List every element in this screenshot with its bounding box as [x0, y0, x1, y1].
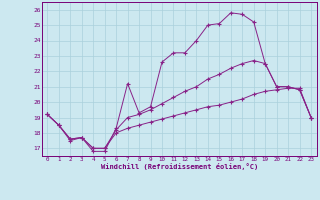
X-axis label: Windchill (Refroidissement éolien,°C): Windchill (Refroidissement éolien,°C) — [100, 163, 258, 170]
